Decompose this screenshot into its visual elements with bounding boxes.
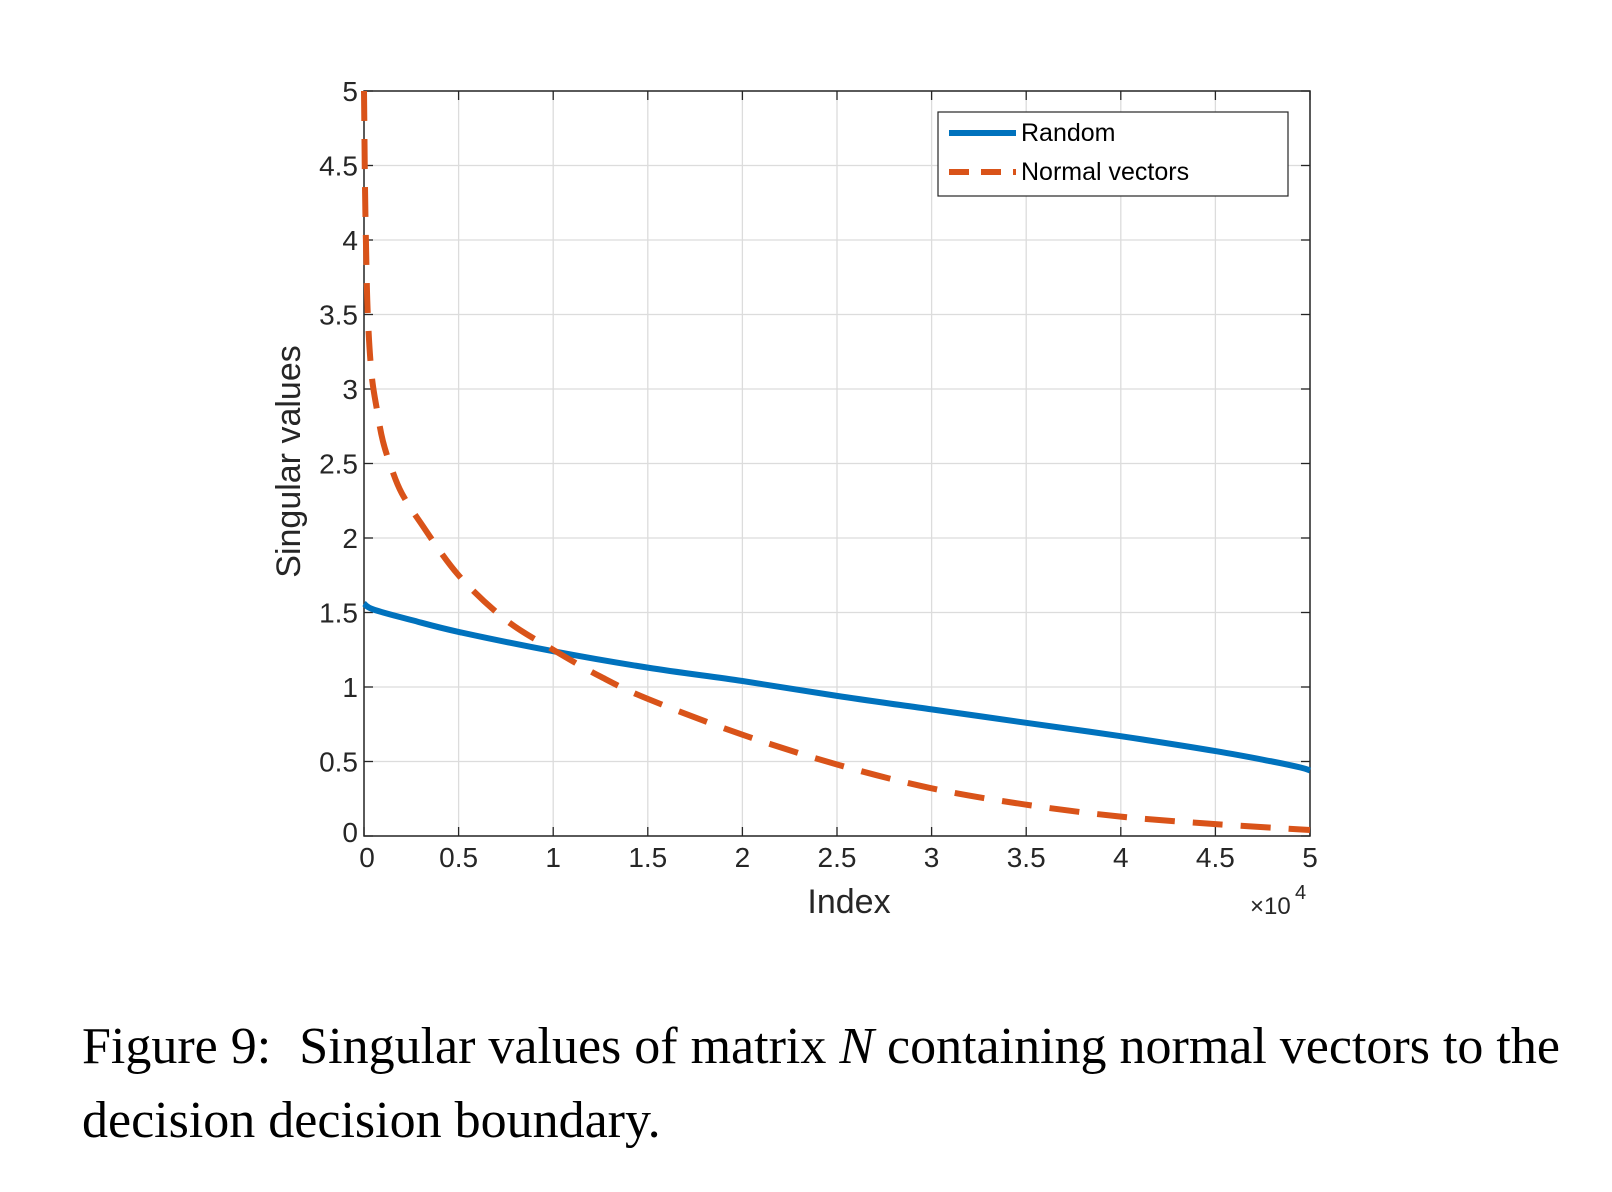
series-lines bbox=[361, 90, 1311, 833]
caption-text-start: Singular values of matrix bbox=[299, 1018, 840, 1075]
y-tick-label: 2.5 bbox=[319, 449, 358, 480]
y-tick-label: 2 bbox=[342, 523, 358, 554]
legend: Random Normal vectors bbox=[937, 111, 1289, 197]
chart: 0 0.5 1 1.5 2 2.5 3 3.5 4 4.5 5 0 0.5 1 1.5 2 2.5 3 3.5 4 4.… bbox=[270, 76, 1318, 921]
x-exponent-base: ×10 bbox=[1250, 893, 1291, 920]
y-tick-label: 0 bbox=[342, 817, 358, 848]
x-tick-label: 4.5 bbox=[1196, 842, 1235, 873]
x-tick-label: 3.5 bbox=[1007, 842, 1046, 873]
x-tick-label: 2.5 bbox=[818, 842, 857, 873]
x-tick-label: 0 bbox=[359, 842, 375, 873]
caption-label: Figure 9: bbox=[82, 1018, 272, 1075]
x-exponent-power: 4 bbox=[1295, 882, 1306, 904]
x-tick-label: 0.5 bbox=[439, 842, 478, 873]
x-tick-label: 1 bbox=[545, 842, 561, 873]
x-axis-title: Index bbox=[807, 883, 890, 921]
y-tick-label: 0.5 bbox=[319, 747, 358, 778]
x-tick-label: 2 bbox=[735, 842, 751, 873]
x-tick-label: 1.5 bbox=[628, 842, 667, 873]
grid-lines bbox=[363, 90, 1311, 837]
x-axis-exponent: ×10 4 bbox=[1250, 882, 1306, 920]
y-tick-label: 4.5 bbox=[319, 151, 358, 182]
figure-caption: Figure 9: Singular values of matrix N con… bbox=[82, 1010, 1582, 1158]
legend-label-random: Random bbox=[1021, 119, 1116, 147]
x-tick-label: 4 bbox=[1113, 842, 1129, 873]
legend-box bbox=[937, 111, 1289, 197]
x-tick-label: 3 bbox=[924, 842, 940, 873]
y-axis-title: Singular values bbox=[270, 345, 308, 577]
legend-label-normal-vectors: Normal vectors bbox=[1021, 158, 1189, 186]
y-tick-label: 3.5 bbox=[319, 300, 358, 331]
series-line-random bbox=[362, 601, 1311, 774]
caption-matrix-symbol: N bbox=[839, 1018, 875, 1075]
x-tick-label: 5 bbox=[1302, 842, 1318, 873]
y-tick-label: 4 bbox=[342, 225, 358, 256]
caption-text-end: containing normal vectors to the decisio… bbox=[82, 1018, 1560, 1149]
y-tick-label: 5 bbox=[342, 76, 358, 107]
y-tick-label: 1.5 bbox=[319, 598, 358, 629]
y-tick-label: 1 bbox=[342, 672, 358, 703]
y-tick-label: 3 bbox=[342, 374, 358, 405]
axis-ticks: 0 0.5 1 1.5 2 2.5 3 3.5 4 4.5 5 0 0.5 1 1.5 2 2.5 3 3.5 4 4.… bbox=[319, 76, 1318, 873]
series-line-normal-vectors bbox=[361, 90, 1311, 833]
